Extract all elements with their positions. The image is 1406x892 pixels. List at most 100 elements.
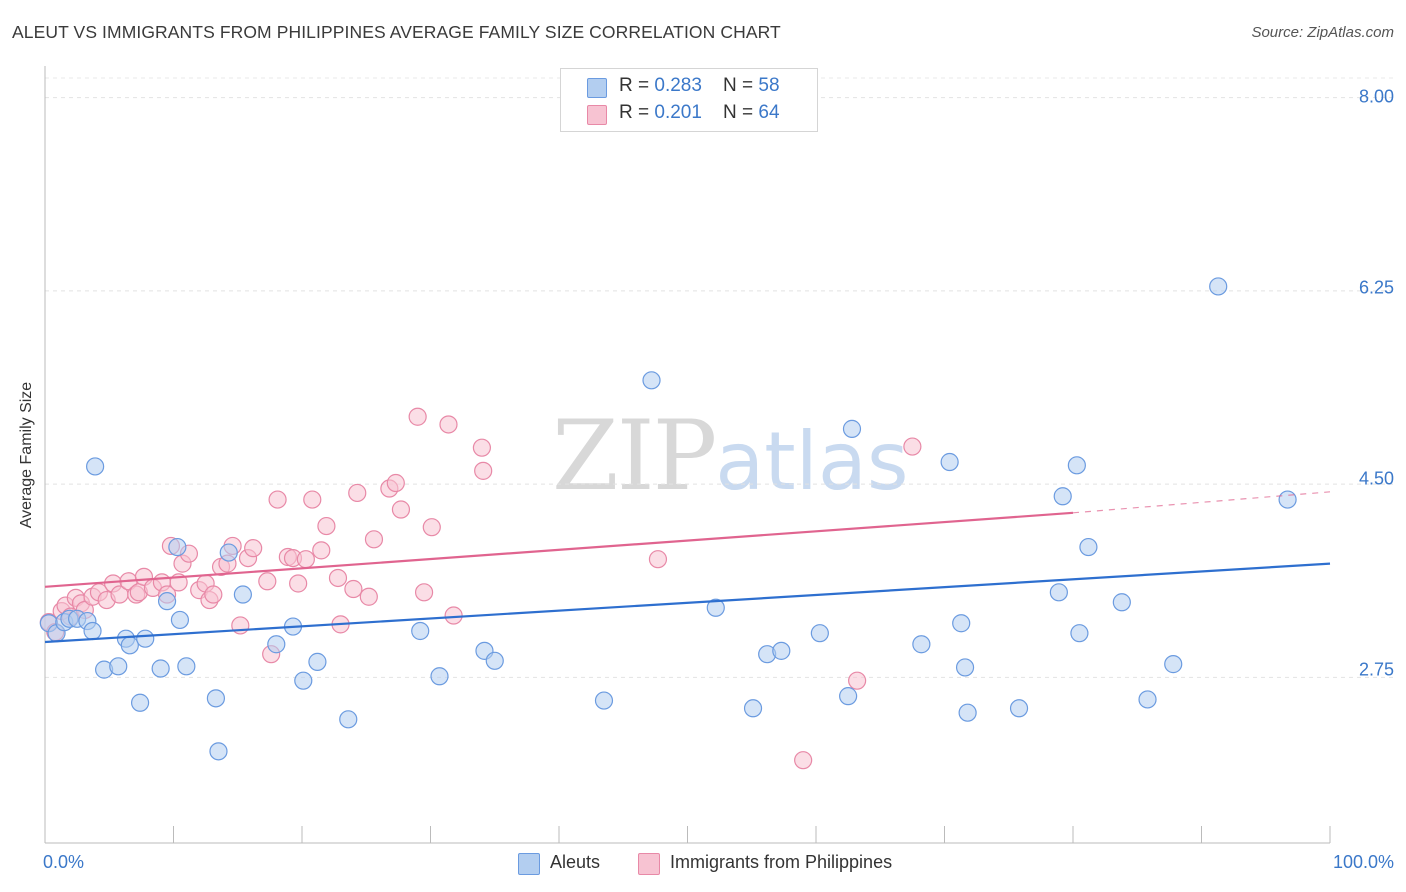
aleuts-point [839, 687, 858, 706]
aleuts-point [1079, 537, 1098, 557]
philippines-point [408, 407, 427, 426]
watermark-atlas: atlas [715, 415, 909, 508]
philippines-point [439, 415, 458, 434]
legend-label: Immigrants from Philippines [670, 852, 893, 872]
philippines-swatch [638, 853, 660, 875]
y-axis-label: Average Family Size [18, 381, 35, 529]
philippines-point [317, 516, 336, 536]
philippines-point [296, 550, 315, 569]
watermark-zip: ZIP [552, 400, 717, 512]
aleuts-point [940, 452, 959, 472]
aleuts-point [206, 689, 226, 708]
philippines-swatch [587, 105, 607, 125]
philippines-point [903, 437, 922, 456]
aleuts-point [1164, 655, 1183, 674]
series-aleuts-points [39, 277, 1297, 761]
aleuts-point [157, 592, 177, 611]
philippines-point [648, 550, 668, 569]
n-label: N = [723, 75, 759, 96]
aleuts-point [485, 651, 504, 670]
series-philippines-points [39, 407, 922, 770]
philippines-point [312, 541, 331, 560]
aleuts-point [430, 667, 449, 686]
y-tick-label: 6.25 [1358, 277, 1394, 298]
aleuts-point [952, 614, 971, 633]
r-label: R = [619, 102, 655, 123]
aleuts-point [151, 659, 170, 678]
n-label: N = [723, 102, 759, 123]
philippines-point [474, 461, 493, 480]
aleuts-point [209, 742, 228, 761]
x-tick-min: 0.0% [43, 852, 85, 872]
philippines-point [344, 579, 363, 599]
aleuts-point [1209, 277, 1228, 296]
series-legend: Aleuts Immigrants from Philippines [0, 852, 1406, 878]
n-value: 58 [758, 75, 780, 96]
aleuts-point [1053, 487, 1072, 506]
aleuts-point [1049, 583, 1068, 602]
aleuts-point [219, 543, 238, 562]
philippines-point [472, 438, 491, 457]
stats-legend: R = 0.283 N = 58 R = 0.201 N = 64 [560, 68, 818, 132]
aleuts-point [83, 621, 102, 641]
aleuts-point [912, 635, 931, 654]
philippines-point [303, 490, 322, 509]
aleuts-point [109, 657, 128, 676]
x-tick-max: 100.0% [1332, 852, 1394, 872]
chart-title: ALEUT VS IMMIGRANTS FROM PHILIPPINES AVE… [12, 22, 781, 42]
r-value: 0.283 [654, 75, 702, 96]
aleuts-point [642, 371, 661, 390]
aleuts-point [594, 691, 614, 710]
aleuts-trend-line [44, 562, 1331, 644]
aleuts-point [1070, 624, 1089, 643]
aleuts-point [772, 641, 791, 660]
aleuts-point [1112, 593, 1131, 612]
philippines-point [268, 490, 287, 509]
aleuts-point [177, 657, 196, 676]
trend-lines [44, 491, 1331, 644]
aleuts-point [706, 598, 725, 617]
aleuts-point [743, 699, 763, 718]
aleuts-swatch [518, 853, 540, 875]
philippines-point [204, 585, 223, 604]
philippines-trend-line [44, 511, 1074, 588]
philippines-point [244, 539, 263, 558]
source-label: Source: ZipAtlas.com [1251, 24, 1394, 41]
aleuts-point [842, 419, 862, 438]
n-value: 64 [758, 102, 780, 123]
philippines-point [386, 473, 405, 493]
philippines-point [359, 587, 378, 606]
aleuts-point [308, 652, 327, 671]
aleuts-point [136, 629, 155, 648]
aleuts-point [267, 635, 286, 654]
aleuts-point [339, 710, 358, 729]
philippines-point [414, 583, 434, 602]
aleuts-point [170, 610, 190, 630]
aleuts-point [233, 585, 252, 604]
philippines-point [328, 568, 348, 588]
aleuts-point [1067, 456, 1086, 475]
philippines-point [364, 530, 384, 549]
philippines-point [258, 572, 277, 591]
aleuts-point [958, 703, 977, 722]
aleuts-point [294, 671, 313, 690]
axes [44, 66, 1331, 844]
aleuts-point [168, 537, 187, 557]
aleuts-point [411, 621, 430, 641]
r-label: R = [619, 75, 655, 96]
legend-label: Aleuts [550, 852, 601, 872]
aleuts-point [955, 658, 975, 677]
philippines-point [848, 671, 867, 690]
watermark: ZIPatlas [552, 400, 909, 512]
aleuts-point [120, 636, 139, 655]
aleuts-swatch [587, 78, 607, 98]
philippines-point [391, 500, 411, 519]
philippines-point [348, 483, 367, 503]
philippines-point [794, 751, 813, 770]
aleuts-point [1009, 699, 1029, 718]
philippines-point [289, 574, 308, 593]
aleuts-point [1278, 490, 1297, 509]
r-value: 0.201 [654, 102, 702, 123]
y-tick-label: 4.50 [1358, 468, 1394, 489]
